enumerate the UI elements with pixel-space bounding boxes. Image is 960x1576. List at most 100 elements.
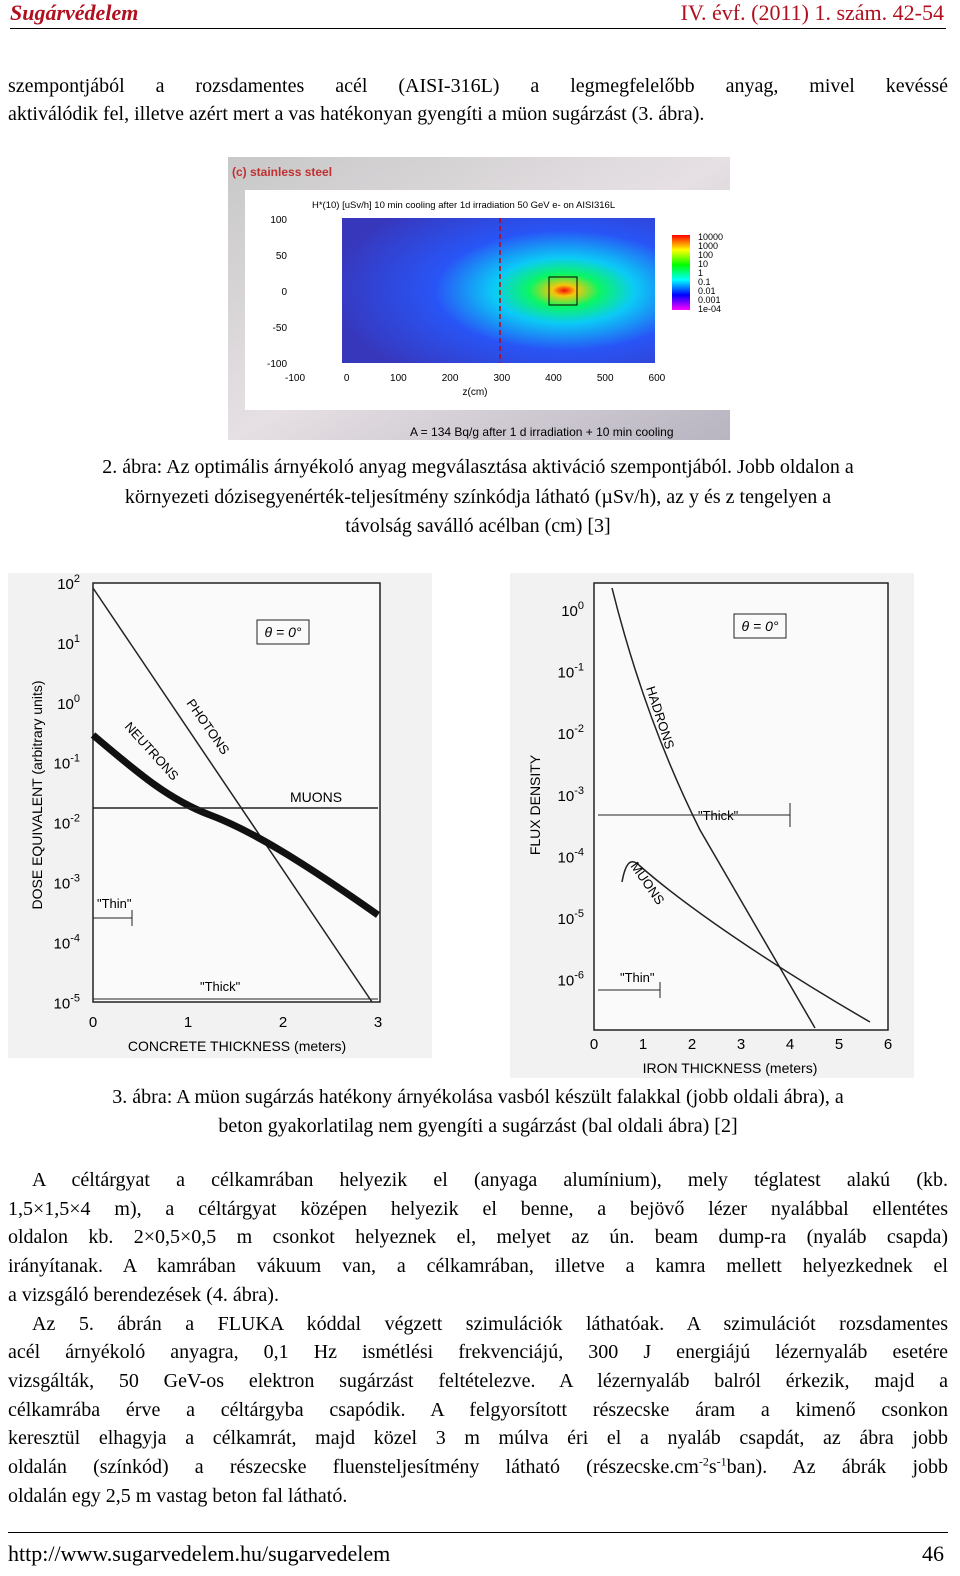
tick-exponent: -6 bbox=[574, 970, 584, 982]
text-span: oldalán (színkód) a részecske fluenstelj… bbox=[8, 1456, 699, 1478]
thick-label: "Thick" bbox=[200, 979, 241, 994]
muons-curve bbox=[621, 861, 871, 1023]
y-tick-label: 10-3 bbox=[558, 785, 584, 805]
caption-line: távolság saválló acélban (cm) [3] bbox=[345, 515, 611, 537]
tick-exponent: -2 bbox=[574, 723, 584, 735]
neutrons-curve bbox=[90, 732, 381, 918]
caption-line: beton gyakorlatilag nem gyengíti a sugár… bbox=[218, 1115, 738, 1137]
issue: IV. évf. (2011) 1. szám. 42-54 bbox=[680, 0, 944, 25]
tick-exponent: -3 bbox=[574, 785, 584, 797]
colorbar-label: 0.1 bbox=[698, 277, 711, 287]
text-span: ban). Az ábrák jobb bbox=[726, 1456, 949, 1478]
target-outline bbox=[548, 276, 578, 306]
y-tick-label: 102 bbox=[57, 573, 80, 593]
text-line: Az 5. ábrán a FLUKA kóddal végzett szimu… bbox=[32, 1312, 948, 1335]
y-tick-label: 10-5 bbox=[54, 992, 80, 1012]
plot-frame bbox=[593, 582, 889, 1031]
y-tick-label: 100 bbox=[57, 693, 80, 713]
tick-exponent: -4 bbox=[70, 932, 80, 944]
dose-map bbox=[342, 218, 655, 363]
x-tick-label: 100 bbox=[390, 373, 407, 384]
tick-base: 10 bbox=[561, 603, 578, 620]
x-tick-label: 500 bbox=[597, 373, 614, 384]
tick-base: 10 bbox=[558, 788, 575, 805]
thin-label: "Thin" bbox=[620, 970, 655, 985]
text-line: keresztül elhagyja a célkamrát, majd köz… bbox=[8, 1427, 948, 1450]
footer-url: http://www.sugarvedelem.hu/sugarvedelem bbox=[8, 1541, 391, 1566]
tick-exponent: -1 bbox=[574, 662, 584, 674]
y-tick-label: 10-5 bbox=[558, 908, 584, 928]
colorbar-label: 10000 bbox=[698, 232, 723, 242]
y-tick-label: -100 bbox=[267, 359, 287, 370]
colorbar-label: 1 bbox=[698, 268, 703, 278]
colorbar-label: 0.001 bbox=[698, 295, 721, 305]
x-tick-label: 0 bbox=[344, 373, 350, 384]
tick-base: 10 bbox=[54, 995, 71, 1012]
tick-exponent: 2 bbox=[74, 573, 80, 585]
text-line: vizsgálták, 50 GeV-os elektron sugárzást… bbox=[8, 1369, 948, 1392]
x-tick-label: -100 bbox=[285, 373, 305, 384]
superscript: -1 bbox=[716, 1454, 727, 1469]
x-tick-label: 1 bbox=[639, 1036, 647, 1053]
x-tick-label: 200 bbox=[442, 373, 459, 384]
text-line: a vizsgáló berendezések (4. ábra). bbox=[8, 1283, 279, 1306]
x-tick-label: 3 bbox=[374, 1014, 382, 1031]
tick-exponent: -3 bbox=[70, 873, 80, 885]
colorbar-label: 1e-04 bbox=[698, 304, 721, 314]
angle-box bbox=[256, 619, 310, 645]
y-tick-label: 10-4 bbox=[54, 932, 80, 952]
x-tick-label: 0 bbox=[590, 1036, 598, 1053]
text-line: oldalán egy 2,5 m vastag beton fal látha… bbox=[8, 1484, 348, 1507]
y-tick-label: 10-2 bbox=[558, 723, 584, 743]
text-line: irányítanak. A kamrában vákuum van, a cé… bbox=[8, 1255, 948, 1278]
hadrons-curve bbox=[611, 587, 816, 1029]
text-line: célkamrába érve a céltárgyba csapódik. A… bbox=[8, 1398, 948, 1421]
y-tick-label: 100 bbox=[561, 600, 584, 620]
angle-label: θ = 0° bbox=[742, 618, 779, 634]
text-line: aktiválódik fel, illetve azért mert a va… bbox=[8, 103, 705, 125]
tick-base: 10 bbox=[54, 876, 71, 893]
tick-base: 10 bbox=[57, 636, 74, 653]
y-axis-label: FLUX DENSITY bbox=[527, 754, 543, 855]
x-tick-label: 300 bbox=[493, 373, 510, 384]
plot-title: H*(10) [uSv/h] 10 min cooling after 1d i… bbox=[312, 200, 615, 211]
journal: Sugárvédelem bbox=[10, 0, 139, 25]
tick-base: 10 bbox=[558, 726, 575, 743]
y-tick-label: 101 bbox=[57, 633, 80, 653]
x-tick-label: 6 bbox=[884, 1036, 892, 1053]
tick-base: 10 bbox=[558, 911, 575, 928]
x-axis-label: IRON THICKNESS (meters) bbox=[643, 1060, 818, 1076]
text-line: szempontjából a rozsdamentes acél (AISI-… bbox=[8, 75, 948, 97]
muons-label: MUONS bbox=[290, 789, 342, 805]
tick-exponent: -4 bbox=[574, 846, 584, 858]
footer: http://www.sugarvedelem.hu/sugarvedelem … bbox=[8, 1532, 948, 1573]
tick-exponent: 1 bbox=[74, 633, 80, 645]
y-tick-label: 10-3 bbox=[54, 873, 80, 893]
x-axis-label: z(cm) bbox=[463, 387, 488, 398]
y-tick-label: 0 bbox=[281, 287, 287, 298]
tick-exponent: -5 bbox=[574, 908, 584, 920]
panel-label: (c) stainless steel bbox=[232, 165, 332, 179]
tick-base: 10 bbox=[57, 696, 74, 713]
x-tick-label: 0 bbox=[89, 1014, 97, 1031]
caption-line: 2. ábra: Az optimális árnyékoló anyag me… bbox=[102, 456, 854, 478]
text-line: oldalán (színkód) a részecske fluenstelj… bbox=[8, 1455, 948, 1479]
text-line: oldalon kb. 2×0,5×0,5 m csonkot helyezne… bbox=[8, 1226, 948, 1249]
header: Sugárvédelem IV. évf. (2011) 1. szám. 42… bbox=[10, 0, 946, 29]
tick-exponent: 0 bbox=[578, 600, 584, 612]
figure-footer: A = 134 Bq/g after 1 d irradiation + 10 … bbox=[410, 425, 674, 439]
x-tick-label: 4 bbox=[786, 1036, 794, 1053]
photons-curve bbox=[92, 587, 373, 1003]
tick-base: 10 bbox=[57, 576, 74, 593]
tick-exponent: 0 bbox=[74, 693, 80, 705]
tick-exponent: -5 bbox=[70, 992, 80, 1004]
y-tick-label: 10-1 bbox=[558, 662, 584, 682]
colorbar-label: 100 bbox=[698, 250, 713, 260]
tick-base: 10 bbox=[54, 756, 71, 773]
x-axis-label: CONCRETE THICKNESS (meters) bbox=[128, 1038, 346, 1054]
tick-exponent: -2 bbox=[70, 813, 80, 825]
tick-base: 10 bbox=[558, 665, 575, 682]
